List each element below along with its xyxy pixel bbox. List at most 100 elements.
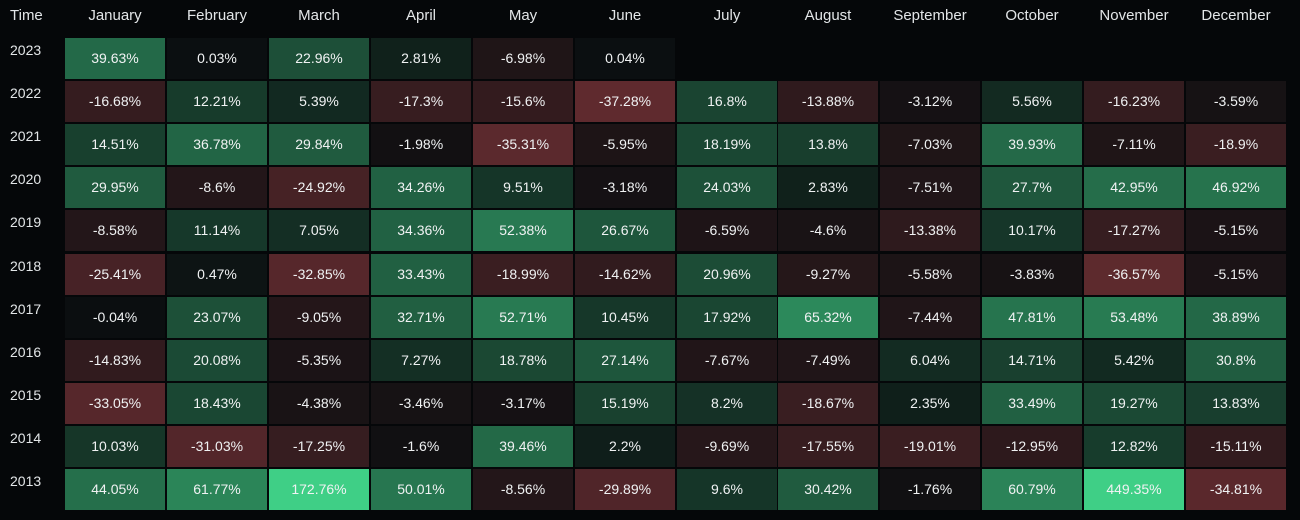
month-header-july: July bbox=[713, 7, 741, 24]
heatmap-cell-2022-october: 5.56% bbox=[982, 81, 1082, 123]
month-header-april: April bbox=[405, 7, 436, 24]
heatmap-cell-2020-january: 29.95% bbox=[65, 167, 165, 209]
heatmap-cell-2020-september: -7.51% bbox=[880, 167, 980, 209]
heatmap-cell-2020-may: 9.51% bbox=[473, 167, 573, 209]
heatmap-cell-2022-july: 16.8% bbox=[677, 81, 777, 123]
heatmap-cell-2021-april: -1.98% bbox=[371, 124, 471, 166]
heatmap-cell-2013-march: 172.76% bbox=[269, 469, 369, 510]
month-header-may: May bbox=[508, 7, 538, 24]
heatmap-cell-2019-may: 52.38% bbox=[473, 210, 573, 252]
heatmap-cell-2018-april: 33.43% bbox=[371, 253, 471, 295]
heatmap-cell-2014-november: 12.82% bbox=[1084, 425, 1184, 467]
heatmap-cell-2020-august: 2.83% bbox=[778, 167, 878, 209]
heatmap-cell-2022-november: -16.23% bbox=[1084, 81, 1184, 123]
heatmap-cell-2018-december: -5.15% bbox=[1186, 253, 1286, 295]
heatmap-cell-2013-january: 44.05% bbox=[65, 469, 165, 510]
heatmap-cell-2020-april: 34.26% bbox=[371, 167, 471, 209]
heatmap-cell-2021-september: -7.03% bbox=[880, 124, 980, 166]
heatmap-cell-2022-april: -17.3% bbox=[371, 81, 471, 123]
heatmap-cell-2015-march: -4.38% bbox=[269, 382, 369, 424]
heatmap-cell-2014-january: 10.03% bbox=[65, 425, 165, 467]
heatmap-cell-2014-october: -12.95% bbox=[982, 425, 1082, 467]
heatmap-cell-2018-march: -32.85% bbox=[269, 253, 369, 295]
heatmap-cell-2017-august: 65.32% bbox=[778, 296, 878, 338]
heatmap-cell-2015-january: -33.05% bbox=[65, 382, 165, 424]
heatmap-cell-2016-november: 5.42% bbox=[1084, 339, 1184, 381]
heatmap-cell-2016-september: 6.04% bbox=[880, 339, 980, 381]
heatmap-cell-2019-june: 26.67% bbox=[575, 210, 675, 252]
heatmap-cell-2015-june: 15.19% bbox=[575, 382, 675, 424]
year-label-2021: 2021 bbox=[10, 128, 42, 145]
heatmap-cell-2016-june: 27.14% bbox=[575, 339, 675, 381]
heatmap-cell-2020-october: 27.7% bbox=[982, 167, 1082, 209]
heatmap-cell-2015-november: 19.27% bbox=[1084, 382, 1184, 424]
heatmap-cell-2013-december: -34.81% bbox=[1186, 469, 1286, 510]
heatmap-cell-2017-june: 10.45% bbox=[575, 296, 675, 338]
heatmap-cell-2016-april: 7.27% bbox=[371, 339, 471, 381]
heatmap-cell-2020-december: 46.92% bbox=[1186, 167, 1286, 209]
heatmap-cell-2022-december: -3.59% bbox=[1186, 81, 1286, 123]
heatmap-cell-2014-june: 2.2% bbox=[575, 425, 675, 467]
heatmap-cell-2013-april: 50.01% bbox=[371, 469, 471, 510]
heatmap-cell-2020-july: 24.03% bbox=[677, 167, 777, 209]
heatmap-cell-2016-may: 18.78% bbox=[473, 339, 573, 381]
heatmap-cell-2014-august: -17.55% bbox=[778, 425, 878, 467]
month-header-march: March bbox=[298, 7, 340, 24]
year-label-2022: 2022 bbox=[10, 85, 42, 102]
month-header-december: December bbox=[1201, 7, 1271, 24]
year-label-2015: 2015 bbox=[10, 386, 42, 403]
heatmap-cell-2019-january: -8.58% bbox=[65, 210, 165, 252]
heatmap-cell-2020-november: 42.95% bbox=[1084, 167, 1184, 209]
heatmap-cell-2017-september: -7.44% bbox=[880, 296, 980, 338]
heatmap-cell-2016-july: -7.67% bbox=[677, 339, 777, 381]
month-header-november: November bbox=[1099, 7, 1169, 24]
heatmap-cell-2015-august: -18.67% bbox=[778, 382, 878, 424]
heatmap-cell-2014-may: 39.46% bbox=[473, 425, 573, 467]
month-header-february: February bbox=[186, 7, 248, 24]
year-label-2023: 2023 bbox=[10, 42, 42, 58]
heatmap-cell-2014-december: -15.11% bbox=[1186, 425, 1286, 467]
heatmap-cell-2020-february: -8.6% bbox=[167, 167, 267, 209]
heatmap-cell-2015-july: 8.2% bbox=[677, 382, 777, 424]
heatmap-cell-2016-august: -7.49% bbox=[778, 339, 878, 381]
heatmap-cell-2019-february: 11.14% bbox=[167, 210, 267, 252]
heatmap-cell-2013-july: 9.6% bbox=[677, 469, 777, 510]
heatmap-cell-2022-august: -13.88% bbox=[778, 81, 878, 123]
heatmap-cell-2015-may: -3.17% bbox=[473, 382, 573, 424]
heatmap-cell-2018-october: -3.83% bbox=[982, 253, 1082, 295]
heatmap-cell-2022-march: 5.39% bbox=[269, 81, 369, 123]
heatmap-cell-2017-march: -9.05% bbox=[269, 296, 369, 338]
heatmap-cell-2013-october: 60.79% bbox=[982, 469, 1082, 510]
heatmap-cell-2017-january: -0.04% bbox=[65, 296, 165, 338]
heatmap-cell-2018-february: 0.47% bbox=[167, 253, 267, 295]
month-header-january: January bbox=[88, 7, 142, 24]
heatmap-cell-2019-october: 10.17% bbox=[982, 210, 1082, 252]
heatmap-cell-2013-june: -29.89% bbox=[575, 469, 675, 510]
heatmap-cell-2021-january: 14.51% bbox=[65, 124, 165, 166]
heatmap-cell-2015-april: -3.46% bbox=[371, 382, 471, 424]
heatmap-cell-2018-june: -14.62% bbox=[575, 253, 675, 295]
year-label-2020: 2020 bbox=[10, 171, 42, 188]
heatmap-cell-2018-july: 20.96% bbox=[677, 253, 777, 295]
heatmap-cell-2013-august: 30.42% bbox=[778, 469, 878, 510]
month-header-october: October bbox=[1005, 7, 1059, 24]
heatmap-cell-2023-february: 0.03% bbox=[167, 38, 267, 79]
heatmap-cell-2022-january: -16.68% bbox=[65, 81, 165, 123]
heatmap-cell-2015-february: 18.43% bbox=[167, 382, 267, 424]
heatmap-cell-2020-march: -24.92% bbox=[269, 167, 369, 209]
heatmap-cell-2018-january: -25.41% bbox=[65, 253, 165, 295]
heatmap-cell-2016-march: -5.35% bbox=[269, 339, 369, 381]
heatmap-cell-2020-june: -3.18% bbox=[575, 167, 675, 209]
month-header-august: August bbox=[804, 7, 852, 24]
heatmap-cell-2023-june: 0.04% bbox=[575, 38, 675, 79]
time-column-header: Time bbox=[10, 7, 43, 24]
year-label-2017: 2017 bbox=[10, 300, 42, 317]
heatmap-cell-2016-february: 20.08% bbox=[167, 339, 267, 381]
heatmap-cell-2023-january: 39.63% bbox=[65, 38, 165, 79]
year-label-2013: 2013 bbox=[10, 473, 42, 489]
heatmap-cell-2014-july: -9.69% bbox=[677, 425, 777, 467]
heatmap-cell-2013-september: -1.76% bbox=[880, 469, 980, 510]
heatmap-cell-2013-may: -8.56% bbox=[473, 469, 573, 510]
heatmap-cell-2015-december: 13.83% bbox=[1186, 382, 1286, 424]
